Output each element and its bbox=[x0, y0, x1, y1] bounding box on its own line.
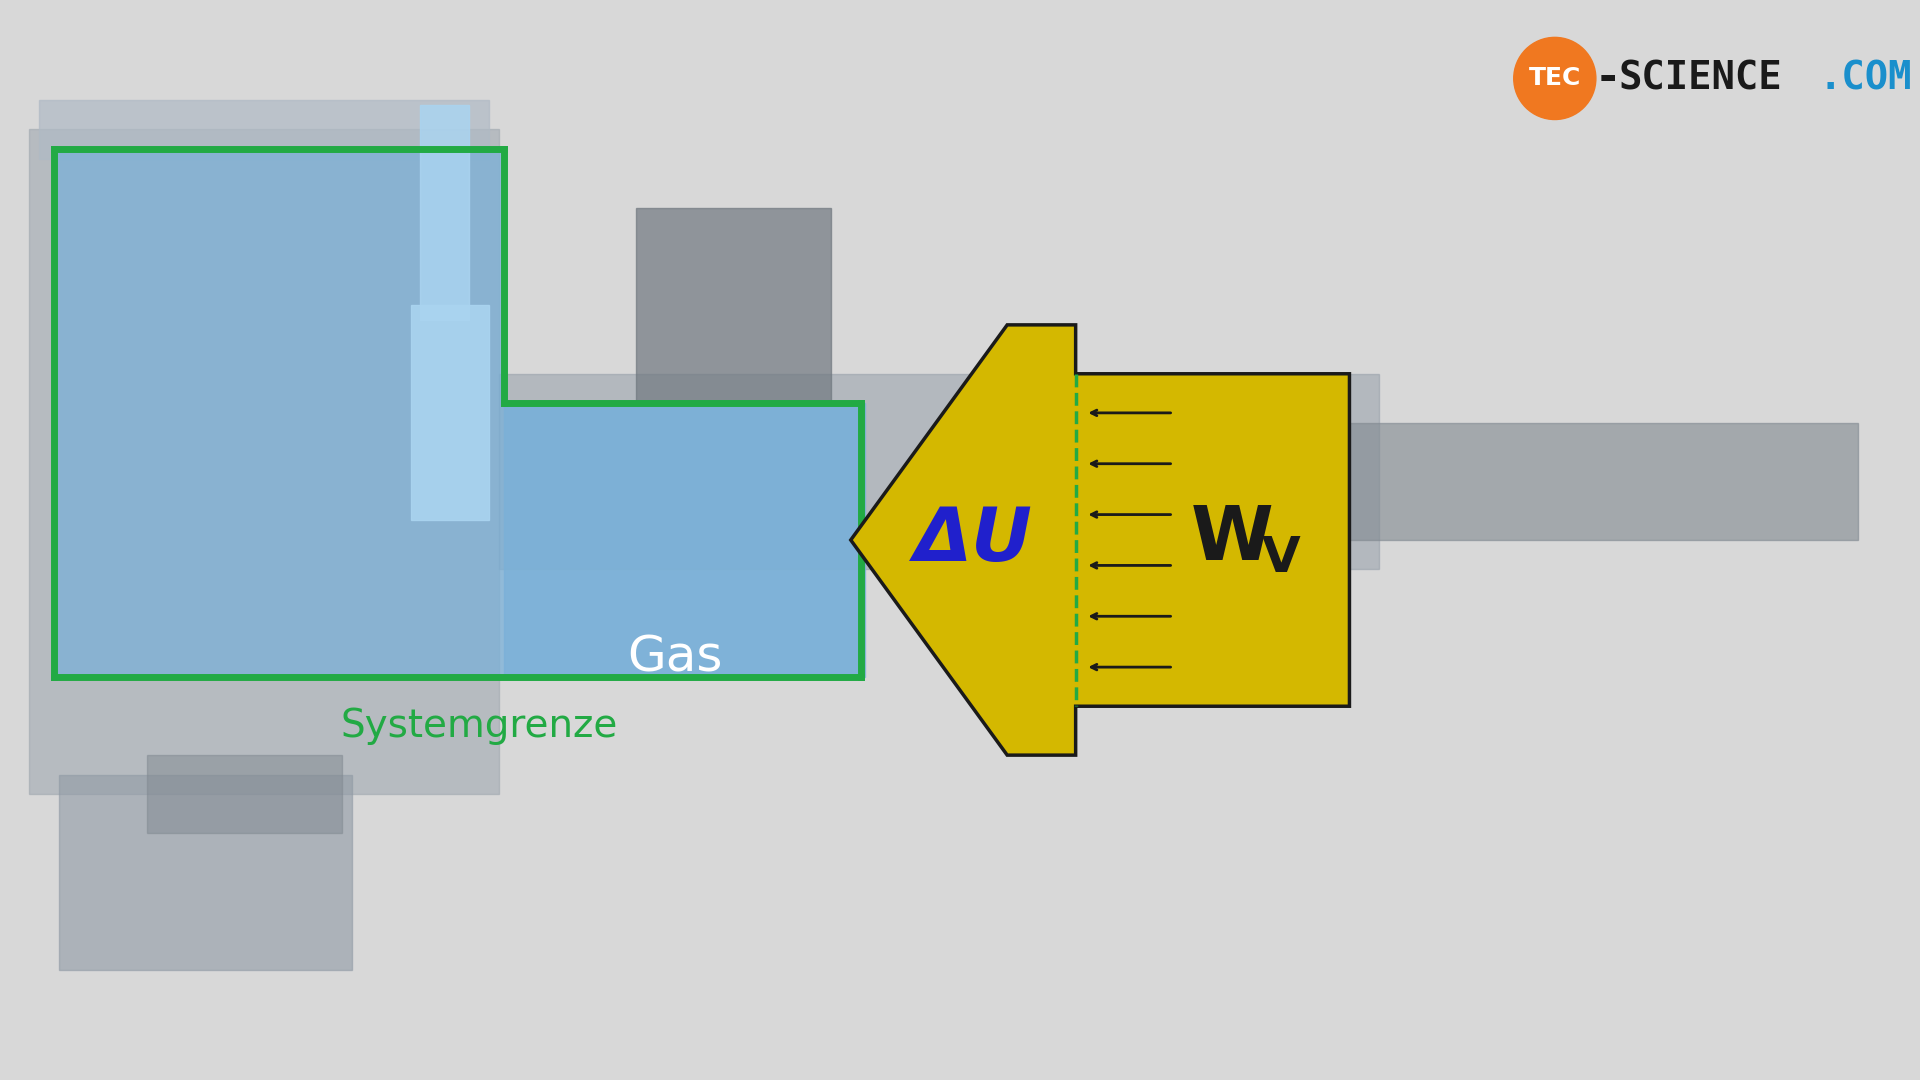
Bar bbox=[29, 130, 499, 794]
Bar bbox=[503, 403, 866, 677]
Text: V: V bbox=[1261, 534, 1300, 582]
Text: SCIENCE: SCIENCE bbox=[1619, 59, 1782, 97]
Bar bbox=[499, 374, 1379, 569]
Text: Systemgrenze: Systemgrenze bbox=[340, 706, 618, 745]
Text: Gas: Gas bbox=[628, 633, 722, 681]
Bar bbox=[38, 100, 490, 159]
Text: -: - bbox=[1599, 57, 1617, 100]
Circle shape bbox=[1513, 38, 1596, 120]
Text: .COM: .COM bbox=[1818, 59, 1912, 97]
Bar bbox=[60, 774, 351, 970]
Bar bbox=[636, 207, 831, 403]
Text: W: W bbox=[1190, 503, 1273, 577]
Text: TEC: TEC bbox=[1528, 67, 1580, 91]
Polygon shape bbox=[851, 325, 1350, 755]
Bar bbox=[420, 105, 468, 320]
Bar bbox=[146, 755, 342, 834]
Text: ΔU: ΔU bbox=[914, 503, 1033, 577]
Bar bbox=[411, 306, 490, 521]
Polygon shape bbox=[54, 149, 860, 677]
Bar bbox=[1350, 422, 1859, 540]
